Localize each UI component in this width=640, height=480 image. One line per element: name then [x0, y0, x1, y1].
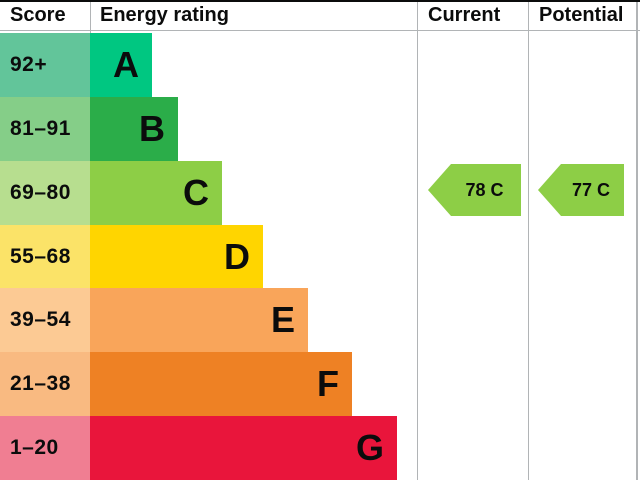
band-score-cell: 1–20: [0, 416, 90, 480]
current-rating-arrow: 78 C: [428, 164, 521, 216]
band-score-cell: 69–80: [0, 160, 90, 225]
header-potential: Potential: [539, 4, 624, 26]
band-bar: B: [90, 96, 178, 161]
band-score-label: 69–80: [10, 180, 71, 204]
band-row-f: 21–38 F: [0, 352, 640, 417]
band-bar: D: [90, 224, 263, 289]
band-letter: C: [183, 171, 209, 213]
band-bar: C: [90, 160, 222, 225]
band-score-label: 39–54: [10, 308, 71, 332]
band-letter: B: [139, 107, 165, 149]
divider-right-edge: [636, 2, 638, 480]
potential-rating-label: 77 C: [571, 179, 611, 200]
band-letter: D: [224, 235, 250, 277]
band-score-cell: 55–68: [0, 224, 90, 289]
band-row-c: 69–80 C: [0, 160, 640, 225]
band-letter: F: [317, 363, 339, 405]
band-score-label: 81–91: [10, 116, 71, 140]
divider-current-column: [417, 2, 418, 480]
band-row-b: 81–91 B: [0, 96, 640, 161]
chart-header-row: Score Energy rating Current Potential: [0, 2, 640, 31]
band-rows: 92+ A 81–91 B 69–80 C 55–68: [0, 33, 640, 480]
header-energy-rating: Energy rating: [100, 4, 229, 26]
band-bar: A: [90, 33, 152, 97]
band-score-label: 1–20: [10, 436, 59, 460]
band-bar: G: [90, 416, 397, 480]
divider-potential-column: [528, 2, 529, 480]
band-score-cell: 21–38: [0, 352, 90, 417]
band-bar: F: [90, 352, 352, 417]
band-letter: E: [270, 299, 295, 341]
band-row-d: 55–68 D: [0, 224, 640, 289]
band-score-label: 55–68: [10, 244, 71, 268]
band-score-cell: 81–91: [0, 96, 90, 161]
band-letter: G: [355, 427, 384, 469]
band-bar: E: [90, 288, 308, 353]
band-row-g: 1–20 G: [0, 416, 640, 480]
header-current: Current: [428, 4, 501, 26]
current-rating-label: 78 C: [465, 179, 504, 200]
band-row-e: 39–54 E: [0, 288, 640, 353]
band-score-label: 21–38: [10, 372, 71, 396]
band-row-a: 92+ A: [0, 33, 640, 97]
band-score-label: 92+: [10, 52, 48, 76]
band-score-cell: 39–54: [0, 288, 90, 353]
band-score-cell: 92+: [0, 33, 90, 97]
header-score: Score: [10, 4, 66, 26]
band-letter: A: [113, 43, 139, 85]
